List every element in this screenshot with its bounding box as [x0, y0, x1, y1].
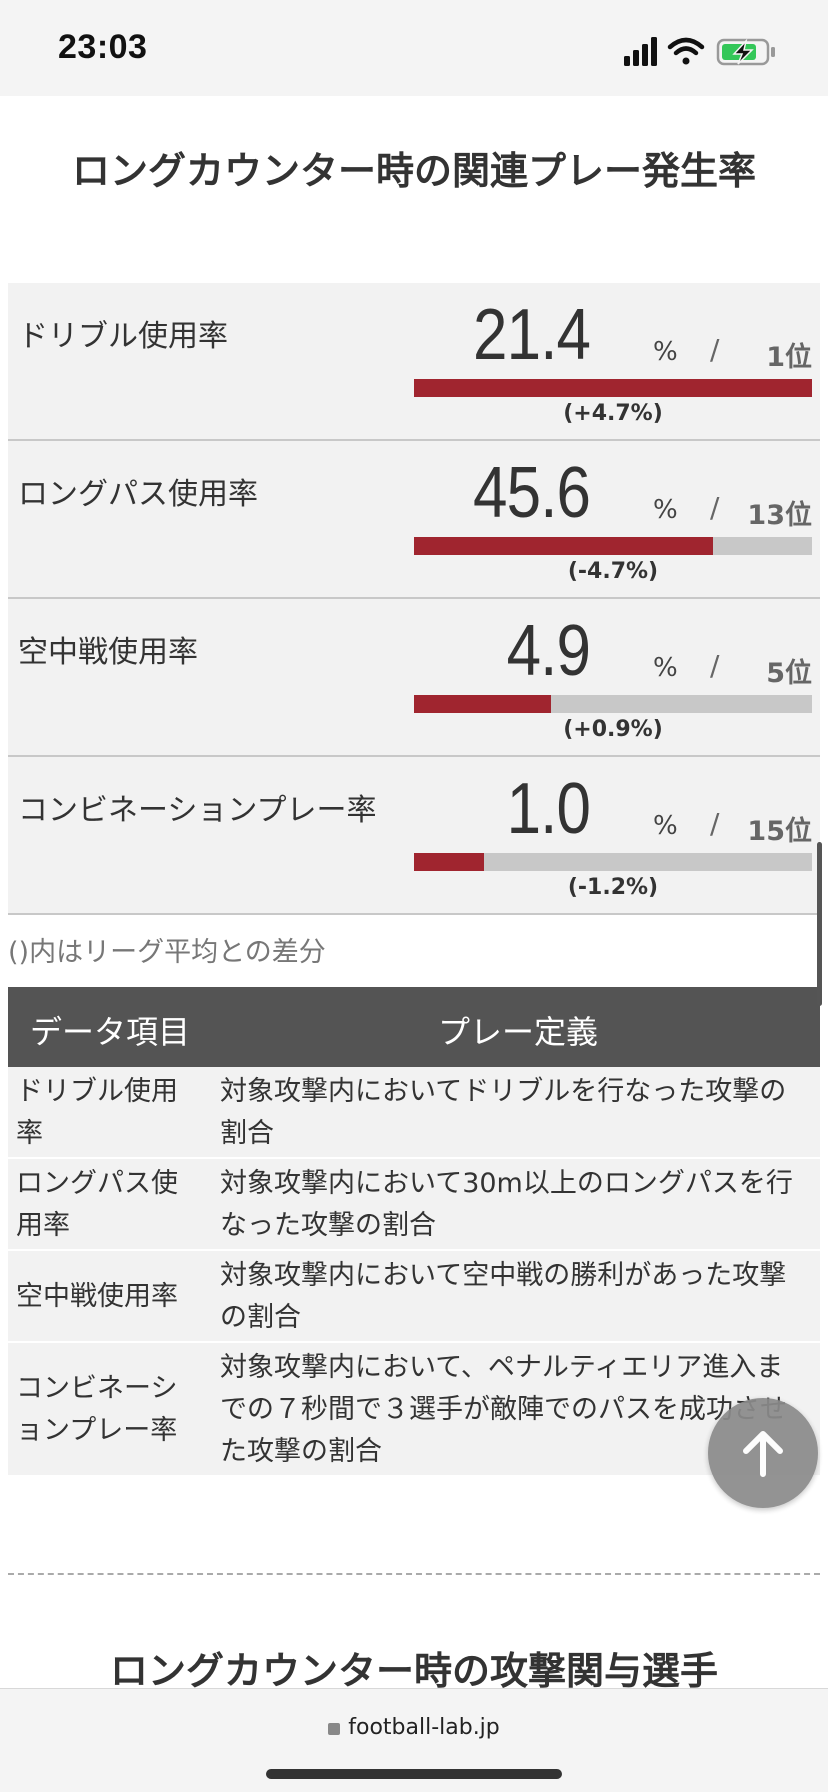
table-row: コンビネーシ ョンプレー率 対象攻撃内において、ペナルティエリア進入ま での７秒… — [8, 1343, 820, 1477]
definitions-table: データ項目 プレー定義 ドリブル使用 率 対象攻撃内においてドリブルを行なった攻… — [8, 987, 820, 1477]
stat-separator: / — [710, 333, 720, 366]
section-title-involved-players: ロングカウンター時の攻撃関与選手 — [109, 1649, 718, 1693]
table-cell-definition: 対象攻撃内においてドリブルを行なった攻撃の 割合 — [220, 1071, 820, 1155]
table-cell-definition: 対象攻撃内において30m以上のロングパスを行 なった攻撃の割合 — [220, 1163, 820, 1247]
home-indicator[interactable] — [266, 1769, 562, 1779]
wifi-icon — [667, 37, 705, 65]
stat-bar-track — [414, 537, 812, 555]
stat-label: ロングパス使用率 — [18, 477, 258, 512]
stat-row: ドリブル使用率 21.4 % / 1位 (+4.7%) — [8, 283, 820, 441]
stat-bar-track — [414, 853, 812, 871]
stat-diff: (-1.2%) — [567, 875, 659, 900]
table-cell-term: コンビネーシ ョンプレー率 — [16, 1368, 196, 1452]
definition-line: 対象攻撃内において30m以上のロングパスを行 — [220, 1168, 793, 1199]
table-header: データ項目 プレー定義 — [8, 987, 820, 1067]
table-row: ロングパス使 用率 対象攻撃内において30m以上のロングパスを行 なった攻撃の割… — [8, 1159, 820, 1251]
definition-line: 対象攻撃内において、ペナルティエリア進入ま — [220, 1352, 784, 1383]
definition-line: の割合 — [220, 1302, 301, 1333]
term-line: 空中戦使用率 — [16, 1281, 178, 1312]
stat-unit: % — [653, 811, 678, 841]
stat-bar-fill — [414, 853, 484, 871]
definition-line: 割合 — [220, 1118, 274, 1149]
stat-bar-fill — [414, 695, 552, 713]
stat-separator: / — [710, 649, 720, 682]
league-average-note: ()内はリーグ平均との差分 — [8, 937, 326, 968]
stat-bar-track — [414, 379, 812, 397]
table-row: 空中戦使用率 対象攻撃内において空中戦の勝利があった攻撃 の割合 — [8, 1251, 820, 1343]
definition-line: なった攻撃の割合 — [220, 1210, 436, 1241]
definition-line: 対象攻撃内において空中戦の勝利があった攻撃 — [220, 1260, 787, 1291]
stat-rank: 1位 — [766, 342, 812, 373]
url-text: football-lab.jp — [348, 1715, 500, 1740]
definition-line: た攻撃の割合 — [220, 1436, 382, 1467]
back-to-top-button[interactable] — [708, 1398, 818, 1508]
stat-unit: % — [653, 653, 678, 683]
stat-diff: (+0.9%) — [563, 717, 663, 742]
stat-rank: 5位 — [766, 658, 812, 689]
table-header-item: データ項目 — [30, 1013, 191, 1051]
term-line: ドリブル使用 — [16, 1076, 178, 1107]
term-line: ロングパス使 — [16, 1168, 178, 1199]
browser-address-bar[interactable]: football-lab.jp — [0, 1688, 828, 1792]
table-header-definition: プレー定義 — [438, 1013, 599, 1051]
table-cell-term: 空中戦使用率 — [16, 1276, 196, 1318]
stat-label: 空中戦使用率 — [18, 635, 198, 670]
definition-line: 対象攻撃内においてドリブルを行なった攻撃の — [220, 1076, 787, 1107]
term-line: ョンプレー率 — [16, 1415, 178, 1446]
stats-block: ドリブル使用率 21.4 % / 1位 (+4.7%) ロングパス使用率 45.… — [8, 283, 820, 915]
status-time: 23:03 — [58, 28, 148, 66]
stat-row: コンビネーションプレー率 1.0 % / 15位 (-1.2%) — [8, 757, 820, 915]
term-line: コンビネーシ — [16, 1373, 178, 1404]
stat-unit: % — [653, 495, 678, 525]
stat-rank: 15位 — [747, 816, 812, 847]
lock-icon — [328, 1723, 341, 1735]
stat-row: ロングパス使用率 45.6 % / 13位 (-4.7%) — [8, 441, 820, 599]
stat-separator: / — [710, 491, 720, 524]
stat-label: ドリブル使用率 — [18, 319, 228, 354]
table-cell-term: ロングパス使 用率 — [16, 1163, 196, 1247]
battery-charging-icon — [716, 38, 775, 66]
stat-bar-fill — [414, 379, 812, 397]
section-title-related-plays: ロングカウンター時の関連プレー発生率 — [71, 149, 756, 193]
status-icons — [624, 37, 775, 66]
stat-label: コンビネーションプレー率 — [18, 793, 377, 828]
table-row: ドリブル使用 率 対象攻撃内においてドリブルを行なった攻撃の 割合 — [8, 1067, 820, 1159]
url-display[interactable]: football-lab.jp — [0, 1715, 828, 1740]
stat-unit: % — [653, 337, 678, 367]
arrow-up-icon — [743, 1431, 783, 1477]
term-line: 用率 — [16, 1210, 70, 1241]
table-cell-definition: 対象攻撃内において、ペナルティエリア進入ま での７秒間で３選手が敵陣でのパスを成… — [220, 1347, 820, 1473]
term-line: 率 — [16, 1118, 43, 1149]
stat-value: 1.0 — [506, 769, 590, 849]
stat-bar-fill — [414, 537, 713, 555]
stat-row: 空中戦使用率 4.9 % / 5位 (+0.9%) — [8, 599, 820, 757]
stat-diff: (+4.7%) — [563, 401, 663, 426]
definition-line: での７秒間で３選手が敵陣でのパスを成功させ — [220, 1394, 787, 1425]
table-cell-term: ドリブル使用 率 — [16, 1071, 196, 1155]
scrollbar-thumb[interactable] — [817, 842, 822, 1006]
stat-diff: (-4.7%) — [567, 559, 659, 584]
stat-rank: 13位 — [747, 500, 812, 531]
stat-value: 4.9 — [506, 611, 590, 691]
stat-value: 45.6 — [472, 453, 591, 533]
stat-bar-track — [414, 695, 812, 713]
status-bar: 23:03 — [0, 0, 828, 96]
table-cell-definition: 対象攻撃内において空中戦の勝利があった攻撃 の割合 — [220, 1255, 820, 1339]
cellular-signal-icon — [624, 37, 657, 66]
stat-value: 21.4 — [472, 295, 591, 375]
section-divider — [8, 1573, 820, 1575]
stat-separator: / — [710, 807, 720, 840]
